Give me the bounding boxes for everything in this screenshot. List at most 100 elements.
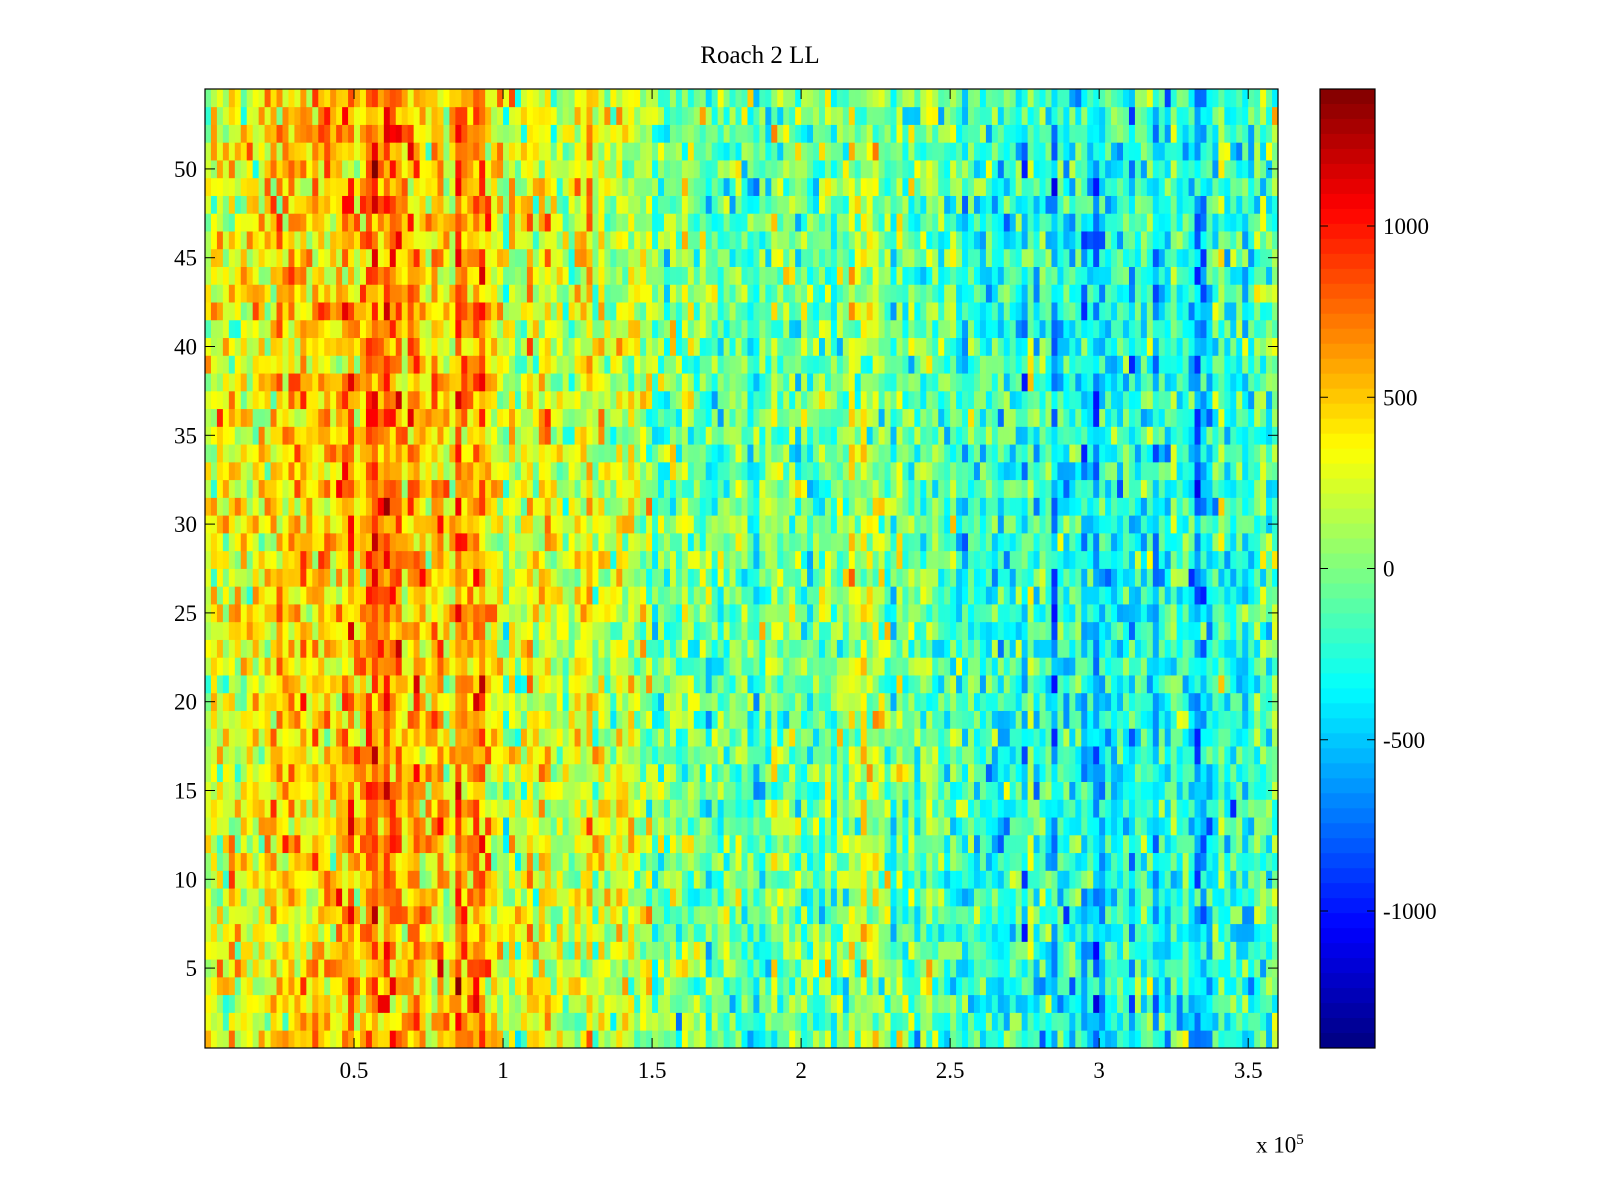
heatmap-cell [604, 692, 611, 711]
heatmap-cell [467, 870, 474, 889]
heatmap-cell [365, 284, 373, 303]
heatmap-cell [288, 870, 295, 889]
heatmap-cell [503, 89, 510, 108]
heatmap-cell [300, 177, 307, 196]
heatmap-cell [687, 817, 695, 836]
heatmap-cell [628, 426, 635, 445]
heatmap-cell [389, 426, 397, 445]
heatmap-cell [425, 302, 432, 321]
heatmap-cell [461, 266, 468, 285]
heatmap-cell [449, 319, 456, 339]
heatmap-cell [586, 550, 593, 569]
heatmap-cell [705, 728, 713, 747]
heatmap-cell [455, 177, 462, 196]
heatmap-cell [753, 550, 760, 569]
heatmap-cell [598, 657, 605, 676]
heatmap-cell [449, 408, 456, 427]
heatmap-cell [693, 532, 701, 552]
heatmap-cell [461, 373, 468, 392]
heatmap-cell [240, 959, 248, 978]
heatmap-cell [514, 728, 522, 747]
heatmap-cell [318, 355, 325, 374]
heatmap-cell [389, 834, 397, 854]
heatmap-cell [616, 266, 623, 285]
heatmap-cell [467, 124, 474, 143]
heatmap-cell [348, 373, 355, 392]
heatmap-cell [491, 639, 498, 658]
heatmap-cell [562, 959, 570, 978]
heatmap-cell [407, 781, 415, 800]
heatmap-cell [294, 160, 301, 179]
heatmap-cell [634, 639, 641, 658]
heatmap-cell [640, 479, 647, 498]
heatmap-cell [514, 461, 522, 481]
heatmap-cell [413, 1030, 420, 1049]
heatmap-cell [461, 550, 468, 569]
heatmap-cell [562, 461, 570, 481]
heatmap-cell [562, 160, 570, 179]
heatmap-cell [568, 195, 575, 214]
heatmap-cell [568, 408, 575, 427]
heatmap-cell [622, 515, 629, 534]
heatmap-cell [413, 586, 420, 605]
heatmap-cell [538, 515, 546, 534]
heatmap-cell [354, 941, 361, 960]
heatmap-cell [687, 213, 695, 232]
heatmap-cell [640, 870, 647, 889]
heatmap-cell [669, 923, 677, 942]
heatmap-cell [574, 817, 581, 836]
heatmap-cell [330, 302, 337, 321]
heatmap-cell [282, 870, 289, 889]
heatmap-cell [610, 426, 617, 445]
heatmap-cell [282, 142, 289, 161]
heatmap-cell [711, 1012, 719, 1031]
heatmap-cell [449, 941, 456, 960]
heatmap-cell [586, 177, 593, 196]
heatmap-cell [276, 852, 283, 871]
heatmap-cell [658, 746, 665, 765]
heatmap-cell [258, 355, 266, 374]
heatmap-cell [413, 355, 420, 374]
heatmap-cell [616, 728, 623, 747]
heatmap-cell [443, 355, 450, 374]
heatmap-cell [365, 710, 373, 729]
heatmap-cell [514, 248, 522, 267]
heatmap-cell [431, 195, 438, 214]
heatmap-cell [455, 692, 462, 711]
heatmap-cell [646, 302, 653, 321]
heatmap-cell [419, 248, 426, 267]
heatmap-cell [747, 834, 754, 854]
heatmap-cell [610, 142, 617, 161]
heatmap-cell [550, 568, 558, 587]
heatmap-cell [467, 408, 474, 427]
heatmap-cell [628, 888, 635, 907]
heatmap-cell [473, 231, 480, 250]
heatmap-cell [413, 923, 420, 942]
heatmap-cell [538, 657, 546, 676]
heatmap-cell [300, 746, 307, 765]
heatmap-cell [354, 1030, 361, 1049]
heatmap-cell [544, 923, 552, 942]
heatmap-cell [520, 248, 528, 267]
heatmap-cell [574, 870, 581, 889]
heatmap-cell [532, 515, 540, 534]
heatmap-cell [437, 799, 444, 818]
heatmap-cell [330, 319, 337, 339]
heatmap-cell [634, 621, 641, 640]
heatmap-cell [282, 728, 289, 747]
heatmap-cell [342, 231, 349, 250]
heatmap-cell [312, 870, 319, 889]
heatmap-cell [610, 177, 617, 196]
heatmap-cell [354, 621, 361, 640]
heatmap-cell [735, 426, 742, 445]
heatmap-cell [228, 248, 236, 267]
heatmap-cell [699, 1012, 707, 1031]
heatmap-cell [580, 657, 587, 676]
heatmap-cell [389, 231, 397, 250]
heatmap-cell [675, 763, 683, 783]
heatmap-cell [741, 89, 748, 108]
heatmap-cell [234, 355, 242, 374]
heatmap-cell [735, 639, 742, 658]
heatmap-cell [532, 213, 540, 232]
heatmap-cell [205, 444, 212, 463]
